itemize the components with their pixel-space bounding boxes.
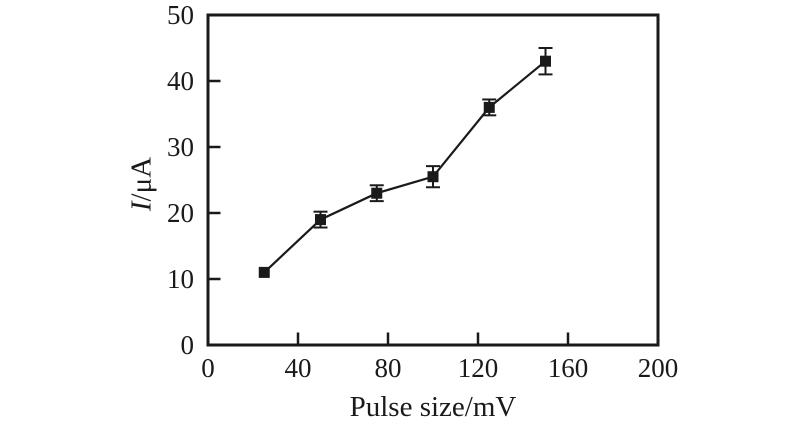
y-axis-title: I/μA xyxy=(126,157,159,211)
data-point-marker xyxy=(427,171,439,183)
y-tick-label: 10 xyxy=(167,264,194,294)
data-point-marker xyxy=(258,266,270,278)
y-tick-label: 40 xyxy=(167,66,194,96)
data-line xyxy=(263,60,547,274)
data-point-marker xyxy=(315,214,326,226)
y-tick-label: 30 xyxy=(167,132,194,162)
plot-frame xyxy=(206,13,660,347)
x-tick-label: 0 xyxy=(201,353,215,383)
x-axis-title: Pulse size/mV xyxy=(349,391,517,423)
y-tick-label: 50 xyxy=(167,0,194,30)
y-axis-title-symbol: I xyxy=(125,201,158,212)
x-tick-label: 80 xyxy=(375,353,402,383)
y-tick-label: 0 xyxy=(181,330,195,360)
x-tick-label: 40 xyxy=(285,353,312,383)
y-tick-label: 20 xyxy=(167,198,194,228)
y-axis-title-units: /μA xyxy=(125,156,158,202)
x-tick-label: 120 xyxy=(458,353,499,383)
data-point-marker xyxy=(540,55,551,67)
data-point-marker xyxy=(371,187,383,199)
data-point-marker xyxy=(483,101,495,113)
x-tick-label: 160 xyxy=(548,353,589,383)
x-tick-label: 200 xyxy=(638,353,679,383)
